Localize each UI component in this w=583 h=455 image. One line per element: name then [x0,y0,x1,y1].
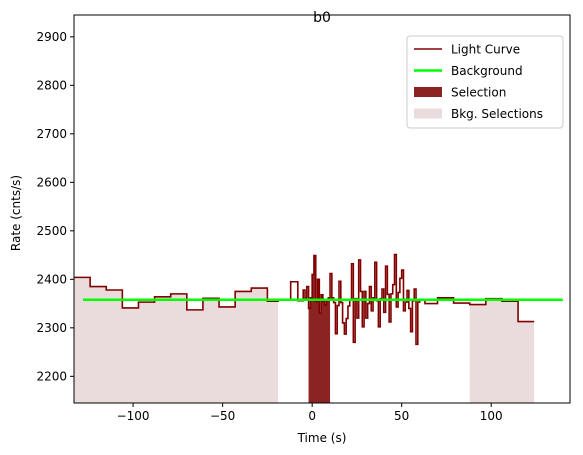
legend-label: Selection [451,86,506,100]
legend-label: Background [451,64,523,78]
x-axis: −100 −50 0 50 100 [117,403,503,423]
bkg-selection-layer [74,277,535,403]
legend-label: Bkg. Selections [451,107,543,121]
legend-swatch [414,87,442,97]
x-tick-label: 50 [394,409,409,423]
y-tick-label: 2500 [36,224,67,238]
light-curve-series [74,253,535,346]
y-tick-label: 2900 [36,30,67,44]
legend-swatch [414,108,442,119]
selection-region [308,255,331,403]
y-axis: 2200 2300 2400 2500 2600 2700 2800 2900 [36,30,74,383]
bkg-selection-region [74,277,279,403]
y-tick-label: 2600 [36,175,67,189]
x-tick-label: −100 [117,409,150,423]
bkg-selection-region [469,298,535,403]
chart-title: b0 [313,10,331,26]
legend-frame [406,35,564,129]
y-tick-label: 2800 [36,78,67,92]
x-axis-label: Time (s) [297,431,347,445]
y-tick-label: 2200 [36,369,67,383]
legend-label: Light Curve [451,43,520,57]
plot-area [74,253,563,403]
plot-frame [73,14,571,404]
y-axis-label: Rate (cnts/s) [9,175,23,251]
x-tick-label: 0 [308,409,316,423]
y-tick-label: 2700 [36,127,67,141]
y-tick-label: 2400 [36,272,67,286]
y-tick-label: 2300 [36,321,67,335]
x-tick-label: −50 [210,409,235,423]
legend: Light Curve Background Selection Bkg. Selec… [406,35,564,129]
x-tick-label: 100 [480,409,503,423]
selection-layer [308,255,331,403]
